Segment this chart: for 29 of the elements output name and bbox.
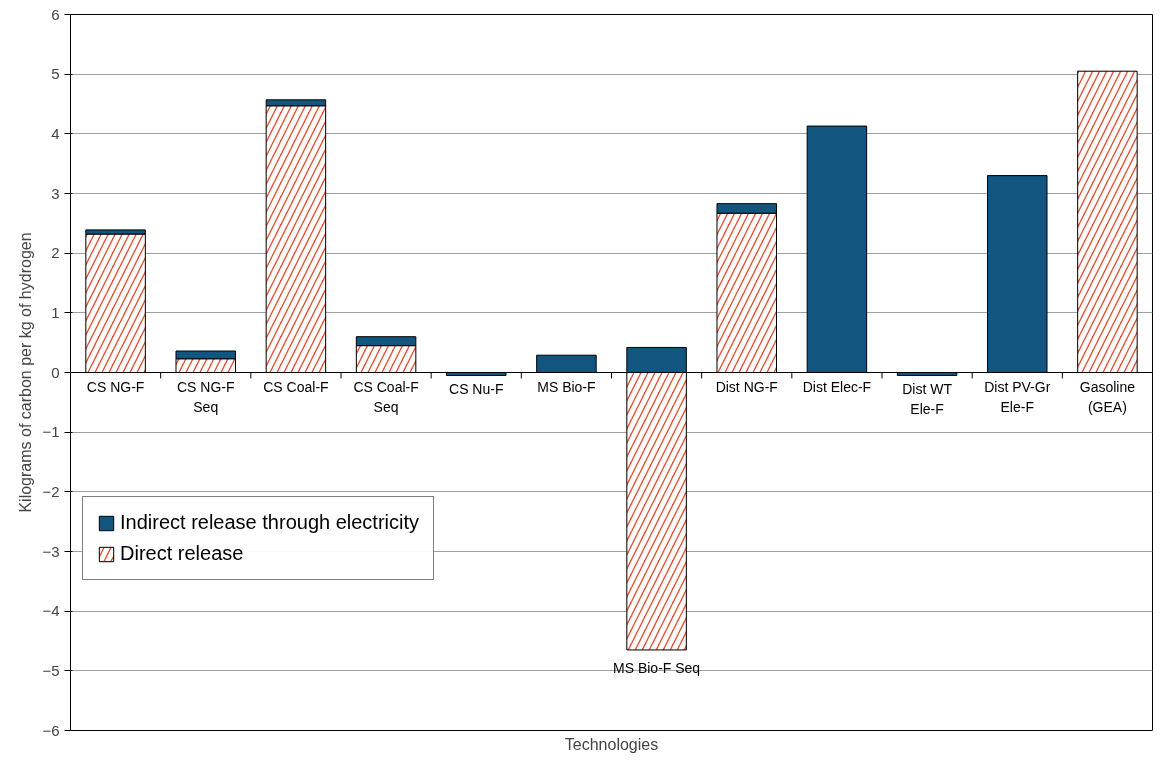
x-tick-label: Dist WT Ele-F bbox=[902, 381, 953, 418]
y-tick-label: 5 bbox=[51, 65, 60, 83]
y-tick-label: 6 bbox=[51, 5, 60, 23]
x-tick-label: MS Bio-F Seq bbox=[613, 659, 701, 676]
y-axis-title: Kilograms of carbon per kg of hydrogen bbox=[17, 232, 35, 513]
y-tick-label: −5 bbox=[42, 661, 60, 679]
x-axis-title: Technologies bbox=[564, 735, 659, 753]
y-tick-label: 0 bbox=[51, 363, 60, 381]
y-tick-label: 3 bbox=[51, 184, 60, 202]
y-tick-label: 1 bbox=[51, 303, 60, 321]
legend-label: Direct release bbox=[120, 542, 244, 565]
x-tick-label: CS Nu-F bbox=[449, 381, 504, 398]
y-tick-label: −4 bbox=[42, 602, 60, 620]
y-tick-label: 2 bbox=[51, 244, 60, 262]
x-tick-label: MS Bio-F bbox=[537, 378, 596, 395]
y-tick-label: −6 bbox=[42, 721, 60, 739]
y-tick-label: −1 bbox=[42, 423, 60, 441]
x-tick-label: Dist Elec-F bbox=[802, 378, 872, 395]
x-tick-label: Dist NG-F bbox=[715, 378, 778, 395]
x-tick-label: CS NG-F Seq bbox=[176, 378, 235, 415]
y-tick-label: 4 bbox=[51, 124, 60, 142]
x-tick-label: CS NG-F bbox=[86, 378, 145, 395]
x-tick-label: Gasoline (GEA) bbox=[1079, 378, 1136, 415]
legend-label: Indirect release through electricity bbox=[120, 511, 420, 534]
y-tick-label: −3 bbox=[42, 542, 60, 560]
x-tick-label: Dist PV-Gr Ele-F bbox=[984, 378, 1051, 415]
y-tick-label: −2 bbox=[42, 482, 60, 500]
x-tick-label: CS Coal-F Seq bbox=[353, 378, 419, 415]
x-tick-label: CS Coal-F bbox=[263, 378, 329, 395]
